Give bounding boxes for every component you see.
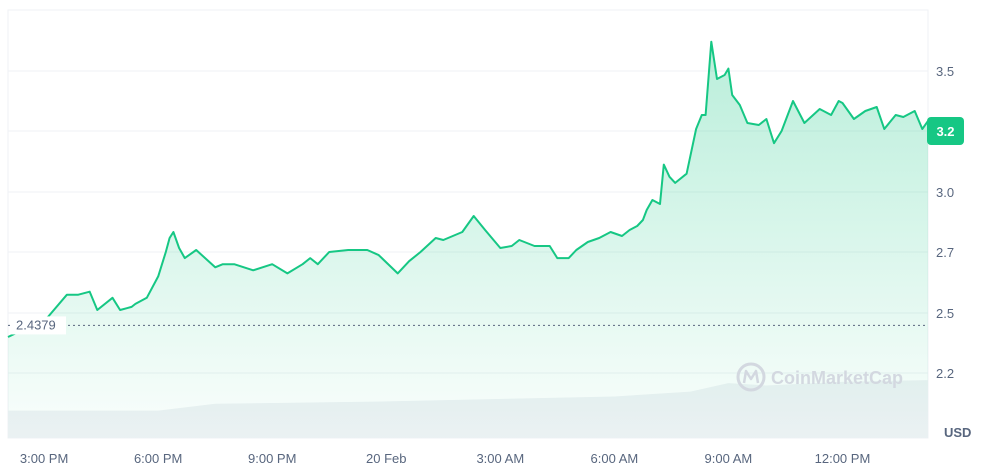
y-tick-label: 2.2 xyxy=(936,366,954,381)
x-tick-label: 12:00 PM xyxy=(815,451,871,466)
price-area-fill xyxy=(8,41,928,438)
x-tick-label: 9:00 PM xyxy=(248,451,296,466)
y-tick-label: 2.7 xyxy=(936,245,954,260)
current-price-badge xyxy=(927,117,964,145)
y-tick-label: 2.5 xyxy=(936,306,954,321)
coinmarketcap-logo-icon xyxy=(736,362,766,392)
x-tick-label: 9:00 AM xyxy=(705,451,753,466)
current-price-label: 3.2 xyxy=(936,124,954,139)
x-tick-label: 3:00 AM xyxy=(476,451,524,466)
start-price-label: 2.4379 xyxy=(16,317,56,332)
x-tick-label: 6:00 AM xyxy=(591,451,639,466)
x-tick-label: 6:00 PM xyxy=(134,451,182,466)
unit-label: USD xyxy=(944,425,971,440)
start-price-bg xyxy=(10,316,66,335)
y-tick-label: 3.0 xyxy=(936,185,954,200)
x-tick-label: 3:00 PM xyxy=(20,451,68,466)
coinmarketcap-watermark: CoinMarketCap xyxy=(771,368,903,388)
price-line xyxy=(7,40,929,338)
x-tick-label: 20 Feb xyxy=(366,451,406,466)
y-tick-label: 3.5 xyxy=(936,64,954,79)
coinmarketcap-logo-mark xyxy=(742,369,760,384)
